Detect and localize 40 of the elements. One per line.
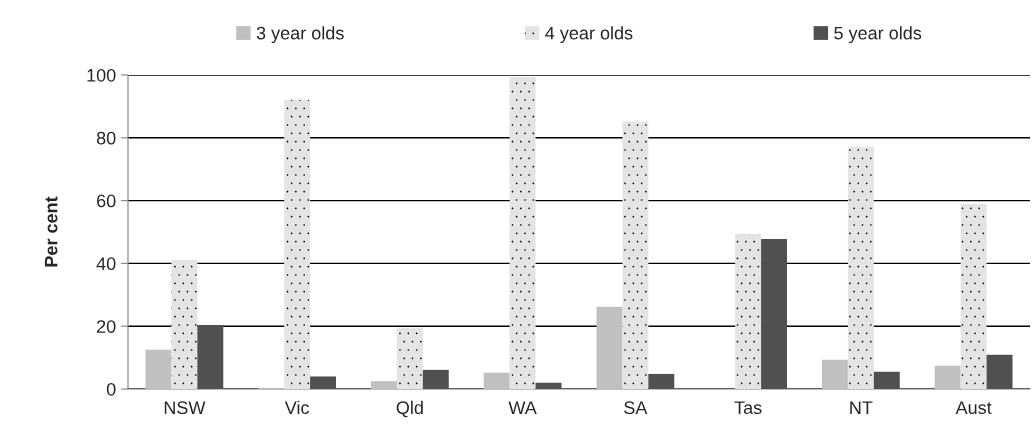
x-tick-label: Tas — [734, 401, 762, 415]
y-tick-label: 0 — [106, 382, 116, 396]
bar — [596, 306, 623, 389]
x-tick-label: SA — [624, 401, 648, 415]
bar — [847, 146, 874, 389]
bar — [171, 259, 198, 389]
x-tick-label: NSW — [164, 401, 206, 415]
bar — [535, 382, 562, 389]
x-tick-label: Qld — [396, 400, 423, 418]
bar — [370, 381, 397, 389]
legend-label: 4 year olds — [545, 26, 633, 44]
y-tick-label: 40 — [96, 257, 116, 271]
bar — [284, 99, 311, 389]
bar — [310, 376, 337, 389]
bar — [735, 233, 762, 389]
bar — [934, 365, 961, 389]
x-tick-label: Aust — [955, 401, 992, 415]
bar — [422, 369, 449, 389]
y-tick-label: 60 — [97, 194, 116, 208]
y-axis-title: Per cent — [44, 196, 58, 267]
bar — [145, 349, 172, 389]
x-tick-label: Vic — [284, 400, 310, 415]
x-tick-label: WA — [508, 401, 537, 414]
bar — [873, 371, 900, 389]
bar — [960, 204, 987, 389]
legend-label: 5 year olds — [834, 26, 922, 44]
y-tick-label: 80 — [96, 131, 116, 145]
bar — [648, 373, 675, 389]
bar — [821, 359, 848, 389]
bar — [761, 238, 788, 389]
x-tick-label: NT — [850, 401, 873, 414]
bar — [396, 327, 423, 389]
y-tick-label: 20 — [97, 320, 116, 333]
legend-label: 3 year olds — [256, 26, 344, 44]
y-tick-label: 100 — [87, 68, 116, 82]
bar — [509, 76, 536, 389]
bar — [197, 324, 224, 389]
bar — [483, 372, 510, 389]
bar — [622, 121, 649, 389]
bar — [986, 354, 1013, 389]
